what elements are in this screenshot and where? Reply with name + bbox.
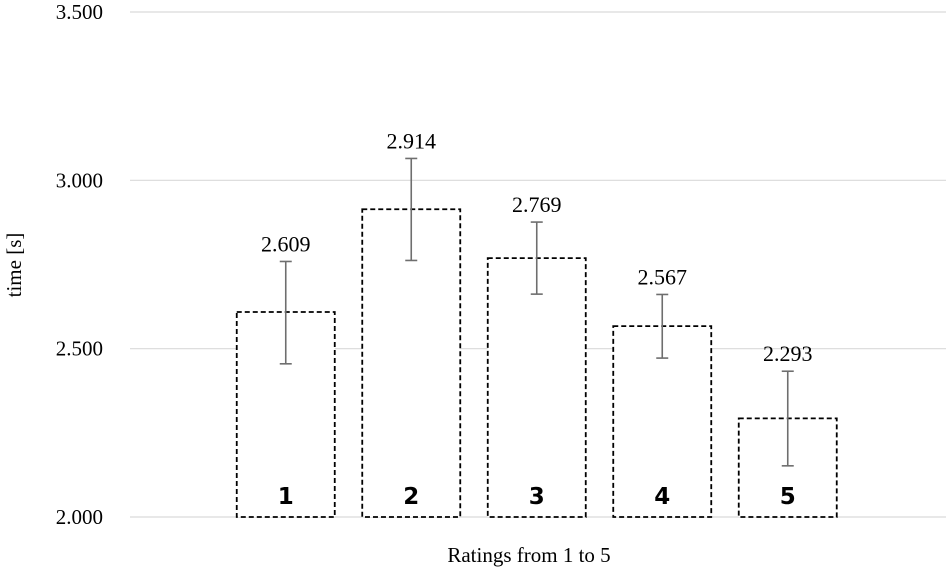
category-label: 2 <box>403 484 419 510</box>
category-label: 3 <box>529 484 545 510</box>
category-label: 4 <box>654 484 670 510</box>
x-axis-title: Ratings from 1 to 5 <box>447 543 610 567</box>
data-label: 2.609 <box>261 231 311 256</box>
error-bars <box>279 157 794 467</box>
data-label: 2.567 <box>638 264 688 289</box>
bar <box>612 325 713 518</box>
data-labels: 2.609 2.914 2.769 2.567 2.293 <box>261 128 813 366</box>
category-label: 5 <box>780 484 796 510</box>
data-label: 2.914 <box>387 128 437 153</box>
data-label: 2.769 <box>512 192 562 217</box>
y-tick-label: 3.500 <box>56 0 103 24</box>
category-label: 1 <box>278 484 294 510</box>
data-label: 2.293 <box>763 341 813 366</box>
y-tick-label: 2.000 <box>56 505 103 529</box>
y-tick-labels: 2.000 2.500 3.000 3.500 <box>56 0 103 529</box>
y-tick-label: 3.000 <box>56 168 103 192</box>
bar <box>486 257 587 518</box>
y-axis-title: time [s] <box>2 233 26 298</box>
category-labels: 1 2 3 4 5 <box>278 484 796 510</box>
y-tick-label: 2.500 <box>56 337 103 361</box>
